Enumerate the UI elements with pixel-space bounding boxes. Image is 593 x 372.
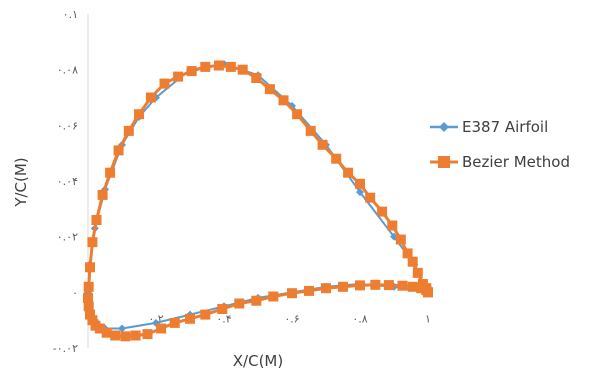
data-point-marker [251, 73, 262, 83]
data-point-marker [200, 61, 211, 72]
data-point-marker [225, 61, 236, 72]
x-tick-label: ۰.۸ [352, 312, 367, 325]
data-point-marker [83, 281, 94, 292]
data-point-marker [234, 298, 245, 309]
data-point-marker [416, 283, 427, 294]
data-point-marker [145, 92, 156, 103]
data-point-marker [185, 313, 195, 324]
y-tick-label: ۰.۰۴ [57, 175, 78, 188]
y-tick-label: ۰.۱ [63, 8, 78, 21]
data-point-marker [407, 256, 418, 267]
y-tick-label: ۰ [72, 286, 78, 299]
series-layer [83, 60, 433, 342]
data-point-marker [251, 295, 262, 306]
data-point-marker [110, 330, 121, 341]
data-point-marker [321, 283, 331, 294]
data-point-marker [83, 292, 93, 303]
legend-marker-square-icon [438, 156, 450, 168]
data-point-marker [383, 280, 394, 291]
data-point-marker [412, 267, 423, 278]
data-point-marker [264, 84, 275, 95]
data-point-marker [123, 125, 134, 136]
data-point-marker [338, 281, 348, 292]
data-point-marker [156, 323, 167, 334]
data-point-marker [304, 285, 314, 296]
legend-label-e387: E387 Airfoil [462, 118, 548, 136]
x-tick-label: ۰.۶ [284, 312, 299, 325]
data-point-marker [292, 109, 303, 120]
data-point-marker [423, 287, 433, 298]
legend-marker-diamond-icon [439, 122, 449, 132]
y-axis-ticks: -۰.۰۲ ۰ ۰.۰۲ ۰.۰۴ ۰.۰۶ ۰.۰۸ ۰.۱ [53, 8, 78, 355]
data-point-marker [173, 71, 184, 82]
data-point-marker [305, 125, 316, 136]
data-point-marker [94, 323, 105, 334]
data-point-marker [169, 317, 180, 328]
data-point-marker [365, 192, 376, 203]
data-point-marker [402, 248, 413, 259]
data-point-marker [397, 280, 408, 291]
x-tick-label: ۰.۴ [216, 312, 231, 325]
data-point-marker [278, 95, 289, 106]
series-e387-airfoil [84, 60, 432, 333]
data-point-marker [186, 66, 197, 77]
data-point-marker [87, 237, 98, 248]
data-point-marker [355, 280, 365, 291]
data-point-marker [356, 188, 364, 197]
data-point-marker [120, 331, 131, 342]
x-tick-label: ۱ [425, 312, 431, 325]
legend-label-bezier: Bezier Method [462, 153, 570, 171]
data-point-marker [83, 301, 94, 312]
data-point-marker [217, 304, 228, 314]
data-point-marker [387, 220, 398, 231]
data-point-marker [87, 315, 98, 326]
data-point-marker [343, 167, 354, 178]
y-tick-label: ۰.۰۶ [57, 119, 78, 132]
data-point-marker [142, 329, 153, 340]
data-point-marker [355, 178, 365, 189]
data-point-marker [331, 153, 342, 164]
data-point-marker [159, 78, 170, 89]
data-point-marker [130, 330, 141, 341]
x-axis-title: X/C(M) [233, 352, 283, 370]
data-point-marker [407, 281, 418, 292]
data-point-marker [85, 309, 95, 320]
data-point-marker [370, 279, 381, 290]
data-point-marker [395, 234, 406, 245]
data-point-marker [287, 288, 297, 299]
data-point-marker [268, 291, 279, 302]
y-tick-label: ۰.۰۲ [57, 231, 78, 244]
series-bezier-method [83, 60, 433, 342]
data-point-marker [200, 309, 211, 320]
data-point-marker [113, 145, 124, 156]
data-point-marker [101, 327, 112, 338]
data-point-marker [317, 139, 328, 150]
legend: E387 Airfoil Bezier Method [430, 118, 570, 171]
data-point-marker [97, 189, 108, 200]
data-point-marker [105, 167, 116, 178]
data-point-marker [91, 215, 102, 225]
y-tick-label: -۰.۰۲ [53, 342, 78, 355]
y-axis-title: Y/C(M) [12, 157, 30, 207]
data-point-marker [134, 109, 144, 120]
data-point-marker [213, 60, 224, 71]
data-point-marker [85, 262, 95, 273]
y-tick-label: ۰.۰۸ [57, 64, 78, 77]
data-point-marker [237, 64, 248, 75]
legend-item-bezier: Bezier Method [430, 153, 570, 171]
legend-item-e387: E387 Airfoil [430, 118, 548, 136]
data-point-marker [377, 206, 388, 217]
